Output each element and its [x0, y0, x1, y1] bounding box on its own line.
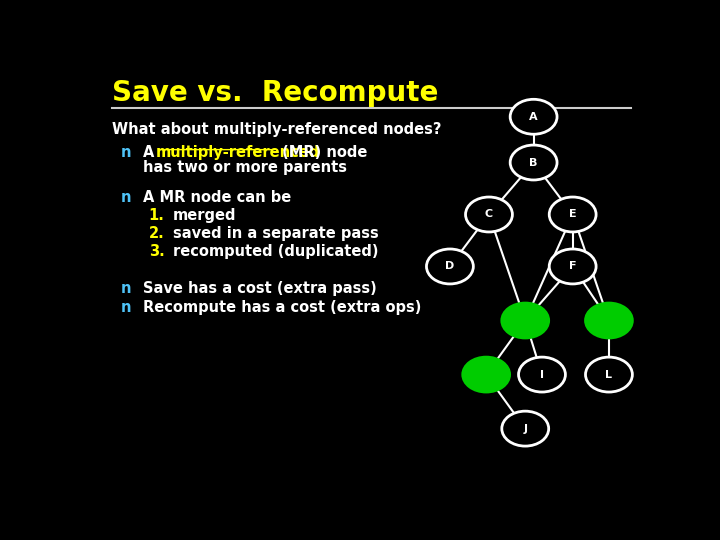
- Circle shape: [549, 197, 596, 232]
- Text: n: n: [121, 300, 131, 315]
- Text: 1.: 1.: [148, 208, 164, 223]
- Text: What about multiply-referenced nodes?: What about multiply-referenced nodes?: [112, 122, 442, 137]
- Text: A MR node can be: A MR node can be: [143, 190, 292, 205]
- Text: Save vs.  Recompute: Save vs. Recompute: [112, 79, 438, 107]
- Text: K: K: [605, 315, 613, 326]
- Text: Save has a cost (extra pass): Save has a cost (extra pass): [143, 281, 377, 296]
- Text: multiply-referenced: multiply-referenced: [156, 145, 320, 160]
- Circle shape: [466, 197, 513, 232]
- Circle shape: [518, 357, 565, 392]
- Text: has two or more parents: has two or more parents: [143, 160, 347, 174]
- Circle shape: [510, 99, 557, 134]
- Text: E: E: [569, 210, 577, 219]
- Text: I: I: [540, 369, 544, 380]
- Circle shape: [585, 303, 632, 338]
- Circle shape: [502, 411, 549, 446]
- Text: L: L: [606, 369, 613, 380]
- Text: n: n: [121, 145, 131, 160]
- Text: J: J: [523, 423, 527, 434]
- Text: H: H: [482, 369, 491, 380]
- Text: n: n: [121, 281, 131, 296]
- Text: A: A: [529, 112, 538, 122]
- Text: merged: merged: [173, 208, 236, 223]
- Text: B: B: [529, 158, 538, 167]
- Text: A: A: [143, 145, 160, 160]
- Text: D: D: [445, 261, 454, 272]
- Circle shape: [585, 357, 632, 392]
- Circle shape: [510, 145, 557, 180]
- Circle shape: [463, 357, 510, 392]
- Text: Recompute has a cost (extra ops): Recompute has a cost (extra ops): [143, 300, 421, 315]
- Text: (MR) node: (MR) node: [277, 145, 368, 160]
- Text: C: C: [485, 210, 493, 219]
- Circle shape: [426, 249, 473, 284]
- Text: 3.: 3.: [148, 245, 164, 259]
- Circle shape: [549, 249, 596, 284]
- Circle shape: [502, 303, 549, 338]
- Text: n: n: [121, 190, 131, 205]
- Text: saved in a separate pass: saved in a separate pass: [173, 226, 378, 241]
- Text: F: F: [569, 261, 577, 272]
- Text: 2.: 2.: [148, 226, 164, 241]
- Text: G: G: [521, 315, 530, 326]
- Text: recomputed (duplicated): recomputed (duplicated): [173, 245, 378, 259]
